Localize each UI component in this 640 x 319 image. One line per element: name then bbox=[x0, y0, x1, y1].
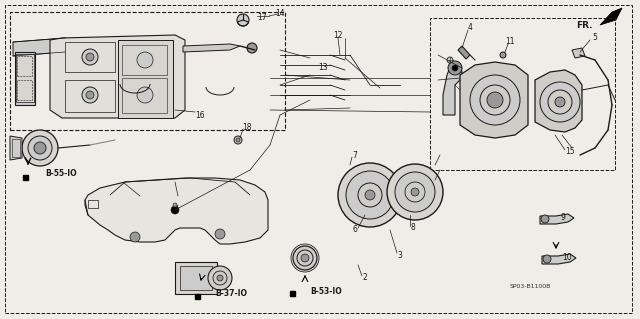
Text: B-37-IO: B-37-IO bbox=[215, 288, 247, 298]
Circle shape bbox=[447, 57, 453, 63]
Text: 4: 4 bbox=[468, 24, 472, 33]
Polygon shape bbox=[10, 136, 22, 160]
Circle shape bbox=[82, 87, 98, 103]
Text: B-55-IO: B-55-IO bbox=[45, 169, 77, 179]
Circle shape bbox=[452, 65, 458, 71]
Circle shape bbox=[247, 43, 257, 53]
Circle shape bbox=[34, 142, 46, 154]
Bar bbox=[118, 40, 173, 118]
Polygon shape bbox=[600, 8, 622, 25]
Circle shape bbox=[171, 206, 179, 214]
Text: 12: 12 bbox=[333, 31, 343, 40]
Text: 11: 11 bbox=[505, 38, 515, 47]
Circle shape bbox=[217, 275, 223, 281]
Text: 14: 14 bbox=[275, 10, 285, 19]
Polygon shape bbox=[535, 70, 582, 132]
Circle shape bbox=[470, 75, 520, 125]
Circle shape bbox=[548, 90, 572, 114]
Circle shape bbox=[448, 61, 462, 75]
Circle shape bbox=[86, 53, 94, 61]
Bar bbox=[65, 80, 115, 112]
Polygon shape bbox=[15, 52, 35, 105]
Bar bbox=[175, 262, 217, 294]
Text: FR.: FR. bbox=[577, 21, 593, 31]
Text: 8: 8 bbox=[411, 224, 415, 233]
Circle shape bbox=[236, 138, 240, 142]
Bar bbox=[195, 294, 200, 299]
Text: 10: 10 bbox=[562, 254, 572, 263]
Circle shape bbox=[346, 171, 394, 219]
Bar bbox=[88, 200, 98, 208]
Bar bbox=[16, 54, 34, 102]
Circle shape bbox=[480, 85, 510, 115]
Polygon shape bbox=[458, 46, 470, 59]
Text: B-53-IO: B-53-IO bbox=[310, 287, 342, 296]
Bar bbox=[12, 139, 20, 157]
Circle shape bbox=[411, 188, 419, 196]
Circle shape bbox=[487, 92, 503, 108]
Text: SP03-B1100B: SP03-B1100B bbox=[509, 285, 550, 290]
Polygon shape bbox=[13, 38, 78, 56]
Bar bbox=[290, 291, 295, 296]
Text: 9: 9 bbox=[561, 213, 565, 222]
Bar bbox=[17, 56, 32, 76]
Circle shape bbox=[358, 183, 382, 207]
Bar bbox=[122, 45, 167, 75]
Circle shape bbox=[540, 82, 580, 122]
Circle shape bbox=[130, 232, 140, 242]
Circle shape bbox=[293, 246, 317, 270]
Polygon shape bbox=[460, 62, 528, 138]
Bar bbox=[17, 80, 32, 100]
Text: 15: 15 bbox=[565, 147, 575, 157]
Circle shape bbox=[28, 136, 52, 160]
Text: 5: 5 bbox=[593, 33, 597, 42]
Polygon shape bbox=[85, 178, 268, 244]
Text: 6: 6 bbox=[353, 226, 357, 234]
Circle shape bbox=[22, 130, 58, 166]
Text: 2: 2 bbox=[363, 273, 367, 283]
Bar bbox=[23, 175, 28, 180]
Circle shape bbox=[395, 172, 435, 212]
Circle shape bbox=[237, 14, 249, 26]
Text: 18: 18 bbox=[243, 122, 252, 131]
Circle shape bbox=[555, 97, 565, 107]
Circle shape bbox=[213, 271, 227, 285]
Circle shape bbox=[541, 215, 549, 223]
Circle shape bbox=[405, 182, 425, 202]
Text: 3: 3 bbox=[397, 250, 403, 259]
Circle shape bbox=[338, 163, 402, 227]
Circle shape bbox=[365, 190, 375, 200]
Bar bbox=[65, 42, 115, 72]
Text: 16: 16 bbox=[195, 110, 205, 120]
Circle shape bbox=[86, 91, 94, 99]
Bar bbox=[430, 18, 615, 170]
Circle shape bbox=[500, 52, 506, 58]
Circle shape bbox=[137, 87, 153, 103]
Circle shape bbox=[234, 136, 242, 144]
Circle shape bbox=[173, 203, 177, 207]
Circle shape bbox=[543, 255, 551, 263]
Polygon shape bbox=[183, 44, 240, 52]
Bar bbox=[180, 266, 212, 290]
Circle shape bbox=[82, 49, 98, 65]
Circle shape bbox=[297, 250, 313, 266]
Polygon shape bbox=[50, 35, 185, 118]
Polygon shape bbox=[542, 254, 576, 264]
Polygon shape bbox=[78, 43, 92, 47]
Polygon shape bbox=[540, 214, 574, 224]
Circle shape bbox=[208, 266, 232, 290]
Circle shape bbox=[215, 229, 225, 239]
Circle shape bbox=[301, 254, 309, 262]
Polygon shape bbox=[443, 62, 462, 115]
Circle shape bbox=[387, 164, 443, 220]
Circle shape bbox=[137, 52, 153, 68]
Text: 7: 7 bbox=[353, 151, 357, 160]
Text: 13: 13 bbox=[318, 63, 328, 72]
Bar bbox=[10, 12, 285, 130]
Polygon shape bbox=[572, 48, 585, 58]
Text: 17: 17 bbox=[257, 13, 267, 23]
Bar bbox=[122, 78, 167, 113]
